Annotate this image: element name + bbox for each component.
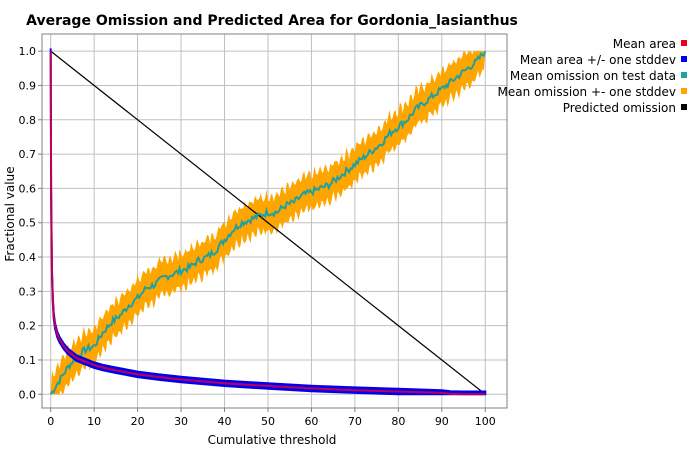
y-axis-label: Fractional value xyxy=(3,166,17,261)
x-tick-label: 80 xyxy=(391,415,405,428)
y-tick-label: 0.3 xyxy=(19,285,37,298)
x-tick-label: 100 xyxy=(475,415,496,428)
y-tick-label: 0.4 xyxy=(19,251,37,264)
x-tick-label: 10 xyxy=(87,415,101,428)
x-tick-label: 20 xyxy=(131,415,145,428)
legend-swatch xyxy=(681,40,687,46)
x-tick-label: 90 xyxy=(435,415,449,428)
x-tick-label: 40 xyxy=(218,415,232,428)
mean-area-overlay-line xyxy=(50,51,486,395)
y-tick-label: 0.8 xyxy=(19,114,37,127)
legend-label: Mean omission on test data xyxy=(510,69,676,83)
legend-label: Mean area xyxy=(613,37,676,51)
x-axis-label: Cumulative threshold xyxy=(208,433,337,447)
y-tick-label: 0.1 xyxy=(19,354,37,367)
chart-title: Average Omission and Predicted Area for … xyxy=(26,13,518,29)
series-lines xyxy=(49,48,487,396)
y-tick-label: 0.5 xyxy=(19,217,37,230)
legend-swatch xyxy=(681,88,687,94)
legend-swatch xyxy=(681,104,687,110)
x-tick-label: 70 xyxy=(348,415,362,428)
y-tick-label: 0.6 xyxy=(19,182,37,195)
x-tick-label: 30 xyxy=(174,415,188,428)
y-tick-label: 0.2 xyxy=(19,320,37,333)
y-tick-label: 0.9 xyxy=(19,79,37,92)
x-tick-label: 0 xyxy=(47,415,54,428)
legend-swatch xyxy=(681,72,687,78)
grid xyxy=(42,34,507,408)
ticks: 0 10 20 30 40 50 60 70 80 90 100 0.0 0.1 0.2 0.3 0.4 0.5… xyxy=(19,45,496,428)
legend-label: Predicted omission xyxy=(563,101,676,115)
predicted-omission-line xyxy=(50,50,486,395)
y-tick-label: 0.0 xyxy=(19,388,37,401)
legend-label: Mean area +/- one stddev xyxy=(520,53,676,67)
legend-swatch xyxy=(681,56,687,62)
legend-label: Mean omission +- one stddev xyxy=(498,85,677,99)
y-tick-label: 0.7 xyxy=(19,148,37,161)
x-tick-label: 60 xyxy=(304,415,318,428)
plot-frame xyxy=(41,33,508,409)
y-tick-label: 1.0 xyxy=(19,45,37,58)
x-tick-label: 50 xyxy=(261,415,275,428)
mean-omission-line xyxy=(49,50,487,395)
legend: Mean area Mean area +/- one stddev Mean om… xyxy=(498,37,687,115)
